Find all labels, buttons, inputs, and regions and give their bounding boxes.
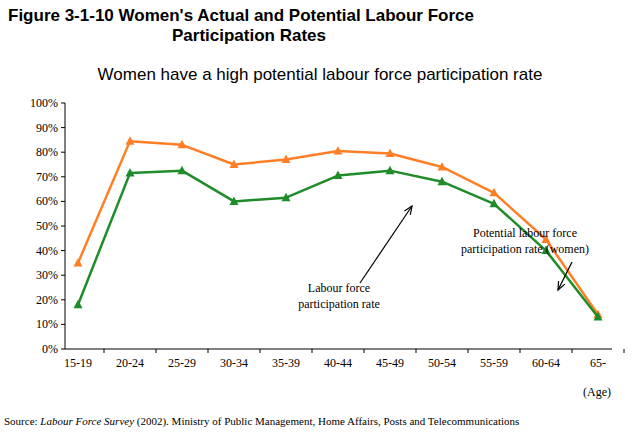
y-tick-label: 40% (36, 244, 58, 258)
y-tick (61, 103, 65, 104)
source-part: (2002). Ministry of Public Management, H… (134, 415, 519, 428)
y-tick (61, 324, 65, 325)
annotation: Potential labour force (473, 226, 577, 240)
marker (282, 193, 291, 202)
marker (178, 140, 187, 149)
marker (74, 258, 83, 267)
source-part: Source: (4, 415, 40, 427)
y-tick-label: 60% (36, 194, 58, 208)
marker (438, 162, 447, 171)
x-tick-label: 45-49 (376, 356, 404, 370)
plot-area (74, 136, 603, 320)
y-tick (61, 152, 65, 153)
x-tick (624, 349, 625, 353)
x-axis-label: (Age) (583, 385, 611, 399)
annotation: Labour force (308, 281, 370, 295)
marker (230, 160, 239, 169)
source: Source: Labour Force Survey (2002). Mini… (4, 415, 519, 428)
y-tick (61, 201, 65, 202)
x-tick-label: 40-44 (324, 356, 352, 370)
x-tick-label: 35-39 (272, 356, 300, 370)
y-tick-label: 80% (36, 145, 58, 159)
y-tick-label: 0% (42, 342, 58, 356)
series-line (78, 171, 598, 317)
title: Figure 3-1-10 Women's Actual and Potenti… (8, 6, 474, 25)
x-tick (260, 349, 261, 353)
x-tick (104, 349, 105, 353)
marker (178, 166, 187, 175)
marker (386, 148, 395, 157)
marker (282, 155, 291, 164)
marker (126, 168, 135, 177)
y-tick-label: 50% (36, 219, 58, 233)
marker (490, 188, 499, 197)
series-line (78, 141, 598, 314)
annotation: participation rate (298, 297, 380, 311)
y-tick (61, 226, 65, 227)
x-tick-label: 65- (590, 356, 606, 370)
x-tick-label: 60-64 (532, 356, 560, 370)
x-tick-label: 25-29 (168, 356, 196, 370)
marker (594, 312, 603, 321)
marker (126, 136, 135, 145)
marker (74, 300, 83, 309)
y-tick (61, 299, 65, 300)
x-tick-label: 20-24 (116, 356, 144, 370)
y-tick-label: 70% (36, 170, 58, 184)
x-tick (208, 349, 209, 353)
annotation-arrowhead (404, 206, 412, 215)
y-tick (61, 349, 65, 350)
chart: Figure 3-1-10 Women's Actual and Potenti… (0, 0, 640, 432)
y-tick-label: 90% (36, 121, 58, 135)
y-tick-label: 10% (36, 317, 58, 331)
title: Participation Rates (172, 26, 326, 45)
y-tick (61, 250, 65, 251)
x-tick (312, 349, 313, 353)
y-tick-label: 20% (36, 293, 58, 307)
x-tick (156, 349, 157, 353)
x-tick (572, 349, 573, 353)
y-tick-label: 30% (36, 268, 58, 282)
marker (490, 199, 499, 208)
marker (386, 166, 395, 175)
x-tick (364, 349, 365, 353)
annotation: participation rate (women) (461, 242, 589, 256)
y-tick (61, 275, 65, 276)
source-part: Labour Force Survey (39, 415, 134, 427)
subtitle: Women have a high potential labour force… (98, 65, 543, 84)
x-tick-label: 50-54 (428, 356, 456, 370)
x-tick (520, 349, 521, 353)
annotation-arrow (558, 262, 572, 290)
annotation-arrowhead (558, 281, 565, 290)
x-axis (65, 349, 612, 350)
annotation-arrow (360, 206, 412, 283)
marker (334, 146, 343, 155)
x-tick (416, 349, 417, 353)
y-tick (61, 176, 65, 177)
x-tick-label: 55-59 (480, 356, 508, 370)
marker (230, 196, 239, 205)
y-tick (61, 127, 65, 128)
y-tick-label: 100% (30, 96, 58, 110)
x-tick-label: 15-19 (64, 356, 92, 370)
marker (438, 177, 447, 186)
marker (334, 171, 343, 180)
x-tick (468, 349, 469, 353)
x-tick-label: 30-34 (220, 356, 248, 370)
